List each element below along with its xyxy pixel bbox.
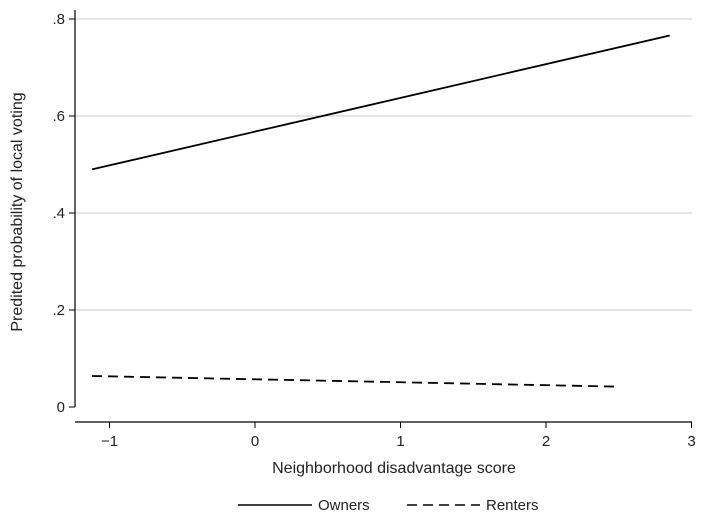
- gridlines: [75, 18, 692, 311]
- x-tick-label: 2: [542, 433, 550, 450]
- x-tick-label: 1: [396, 433, 404, 450]
- x-tick-label: −1: [101, 433, 118, 450]
- axes: [74, 10, 692, 423]
- legend-label-renters: Renters: [486, 497, 539, 514]
- y-tick-label: .4: [52, 205, 65, 222]
- y-tick-label: .8: [52, 11, 65, 28]
- x-tick-label: 3: [687, 433, 695, 450]
- x-axis-label: Neighborhood disadvantage score: [272, 460, 516, 477]
- y-axis-label: Predited probability of local voting: [9, 92, 26, 331]
- y-tick-label: 0: [57, 399, 65, 416]
- y-ticks: 0 .2 .4 .6 .8: [52, 11, 75, 416]
- series-line-owners: [91, 34, 670, 171]
- series-line-renters: [91, 375, 616, 388]
- x-ticks: −1 0 1 2 3: [101, 422, 696, 450]
- legend-label-owners: Owners: [318, 497, 370, 514]
- legend: Owners Renters: [238, 497, 539, 514]
- series-group: [91, 34, 670, 388]
- x-tick-label: 0: [251, 433, 259, 450]
- y-tick-label: .6: [52, 108, 65, 125]
- y-tick-label: .2: [52, 302, 65, 319]
